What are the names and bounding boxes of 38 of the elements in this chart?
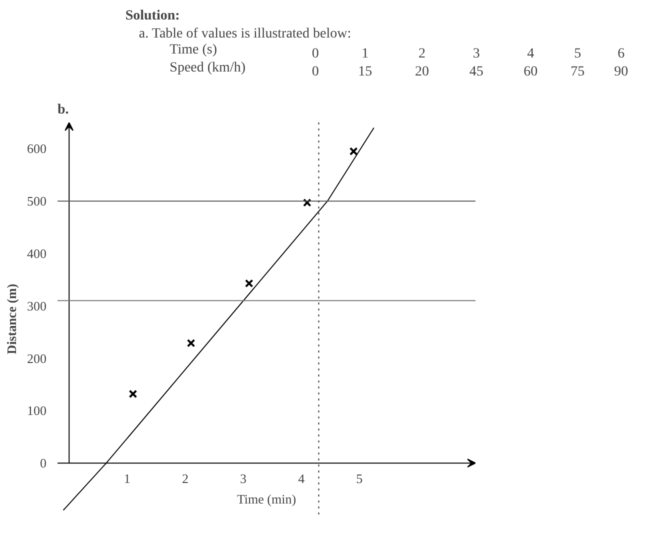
point xyxy=(302,198,312,207)
data-label: 0 xyxy=(312,64,319,80)
point xyxy=(128,390,138,398)
y-tick-label: Speed (km/h) xyxy=(170,60,246,76)
chart-subtitle: a. Table of values is illustrated below: xyxy=(138,26,352,42)
y-tick-label: 600 xyxy=(27,141,46,156)
y-tick-label: 500 xyxy=(27,194,46,209)
data-label: 60 xyxy=(524,64,538,80)
x-tick-label: 6 xyxy=(618,46,625,62)
text: Solution: xyxy=(125,8,180,24)
x-axis-title: Time (s) xyxy=(170,42,218,58)
y-tick-label: 100 xyxy=(27,403,46,418)
x-tick-label: 2 xyxy=(182,471,188,486)
y-tick-label: 300 xyxy=(27,298,46,314)
x-tick-label: 5 xyxy=(574,46,582,62)
x-tick-label: 5 xyxy=(356,471,363,486)
x-tick-label: 3 xyxy=(472,46,480,62)
data-label: 90 xyxy=(614,64,628,80)
x-axis-title: Time (min) xyxy=(236,492,296,506)
y-tick-label: 200 xyxy=(27,350,46,366)
data-label: 20 xyxy=(415,64,430,80)
x-tick-label: 0 xyxy=(312,46,319,62)
x-tick-label: 1 xyxy=(124,471,130,486)
point xyxy=(244,279,254,288)
y-axis-title: Distance (m) xyxy=(4,284,19,354)
data-label: 15 xyxy=(358,64,372,80)
x-tick-label: 4 xyxy=(527,46,534,62)
chart-title: b. xyxy=(58,102,69,118)
point xyxy=(349,147,358,156)
point xyxy=(186,338,196,348)
data-label: 75 xyxy=(570,64,585,80)
data-label: 45 xyxy=(469,64,484,80)
x-tick-label: 2 xyxy=(418,46,426,62)
y-tick-label: 0 xyxy=(40,456,46,471)
x-tick-label: 4 xyxy=(298,471,306,486)
y-tick-label: 400 xyxy=(27,246,46,261)
x-tick-label: 3 xyxy=(240,471,247,486)
x-tick-label: 1 xyxy=(362,46,369,62)
